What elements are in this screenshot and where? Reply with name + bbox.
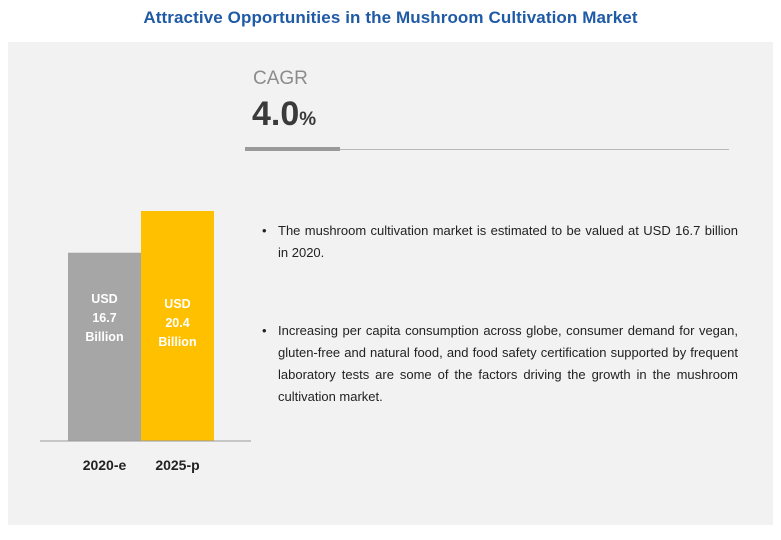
cagr-value: 4.0% xyxy=(252,95,316,134)
bullet-list: • The mushroom cultivation market is est… xyxy=(262,220,738,408)
labels-layer: USD 16.7 Billion 2020-e USD 20.4 Billion 2025-p xyxy=(83,292,200,473)
x-tick-label: 2025-p xyxy=(155,457,199,473)
bullet-text: The mushroom cultivation market is estim… xyxy=(278,223,738,260)
cagr-divider xyxy=(245,149,729,150)
bullet-dot: • xyxy=(262,323,267,338)
x-tick-label: 2020-e xyxy=(83,457,127,473)
bullet-dot: • xyxy=(262,223,267,238)
cagr-unit: % xyxy=(299,109,317,130)
cagr-label: CAGR xyxy=(253,68,308,89)
bar-data-label: 20.4 xyxy=(165,316,189,330)
cagr-divider-accent xyxy=(245,147,340,151)
bar-data-label: 16.7 xyxy=(92,311,116,325)
bar-2025-p xyxy=(141,211,214,441)
bullet-text: Increasing per capita consumption across… xyxy=(278,323,738,404)
bar-data-label: USD xyxy=(91,292,117,306)
bar-data-label: USD xyxy=(164,297,190,311)
page-title: Attractive Opportunities in the Mushroom… xyxy=(143,8,638,27)
bar-data-label: Billion xyxy=(158,335,196,349)
bars-layer xyxy=(68,211,214,441)
bar-2020-e xyxy=(68,252,141,441)
bullet-item: • Increasing per capita consumption acro… xyxy=(262,320,738,408)
bar-data-label: Billion xyxy=(85,330,123,344)
bullet-item: • The mushroom cultivation market is est… xyxy=(262,220,738,264)
cagr-number: 4.0 xyxy=(252,95,300,133)
